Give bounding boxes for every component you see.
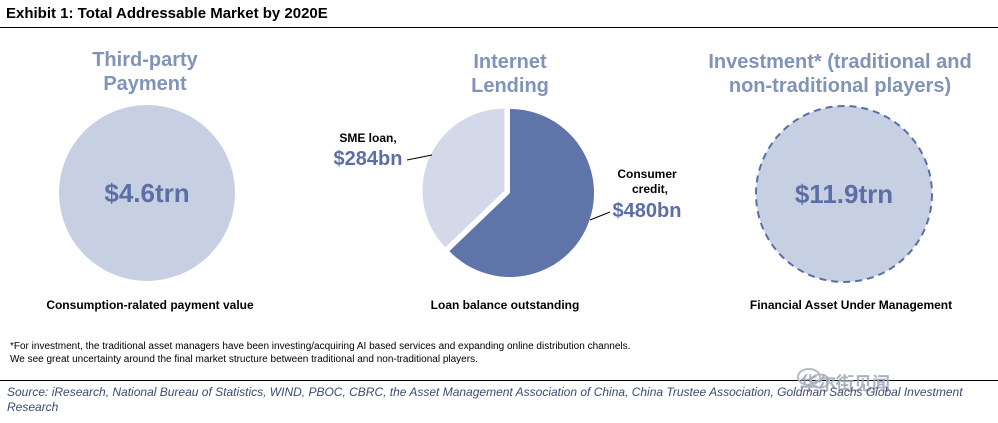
- consumer-credit-label-line-1: Consumer: [617, 167, 677, 181]
- consumer-credit-label-line-2: credit,: [632, 182, 668, 196]
- investment-caption: Financial Asset Under Management: [749, 298, 953, 312]
- sme-leader-line: [406, 154, 433, 161]
- payment-caption: Consumption-ralated payment value: [46, 298, 254, 312]
- payment-bubble: [59, 105, 235, 281]
- watermark-text: 华尔街见闻: [800, 374, 890, 395]
- sme-loan-value: $284bn: [334, 148, 403, 170]
- bottom-rule: [0, 380, 998, 381]
- wechat-icon: [797, 368, 830, 389]
- investment-title: Investment* (traditional and non-traditi…: [690, 50, 990, 98]
- lending-title-line-1: Internet: [473, 51, 547, 73]
- top-rule: [0, 27, 998, 28]
- footnote-line-2: We see great uncertainty around the fina…: [10, 354, 478, 365]
- exhibit-title: Exhibit 1: Total Addressable Market by 2…: [6, 5, 328, 22]
- footnote: *For investment, the traditional asset m…: [10, 340, 630, 366]
- payment-title-line-1: Third-party: [92, 49, 198, 71]
- investment-value-label: $11.9trn: [795, 179, 893, 209]
- lending-title-line-2: Lending: [471, 75, 549, 97]
- payment-title-line-2: Payment: [103, 73, 187, 95]
- payment-title: Third-party Payment: [45, 48, 245, 96]
- investment-bubble: [755, 105, 933, 283]
- consumer-credit-value: $480bn: [613, 200, 682, 222]
- lending-title: Internet Lending: [410, 50, 610, 98]
- pie-slice-sme-loan: [422, 108, 505, 248]
- consumer-leader-line: [589, 211, 611, 221]
- source-note: Source: iResearch, National Bureau of St…: [7, 385, 963, 414]
- investment-title-line-2: non-traditional players): [728, 75, 952, 97]
- pie-slice-consumer-credit: [449, 109, 594, 277]
- lending-caption: Loan balance outstanding: [430, 298, 580, 312]
- lending-pie: [422, 108, 594, 277]
- footnote-line-1: *For investment, the traditional asset m…: [10, 341, 631, 352]
- payment-value-label: $4.6trn: [104, 178, 189, 208]
- exhibit-header: Exhibit 1: Total Addressable Market by 2…: [0, 0, 998, 30]
- investment-title-line-1: Investment* (traditional and: [708, 51, 972, 73]
- sme-loan-label: SME loan,: [339, 131, 396, 145]
